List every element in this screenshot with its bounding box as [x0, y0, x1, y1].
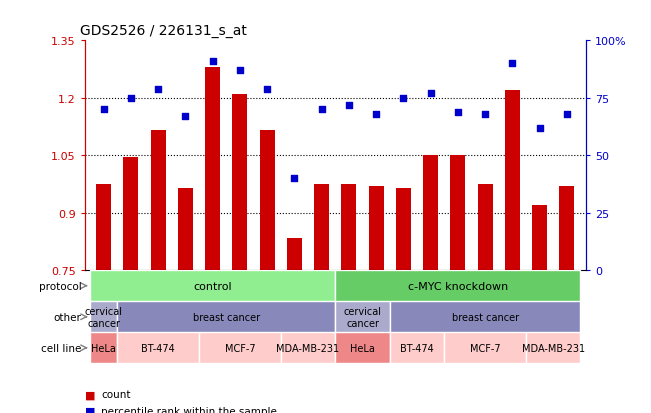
Bar: [260, 131, 275, 271]
Text: other: other: [53, 312, 81, 322]
Point: [452, 109, 463, 116]
Bar: [335, 332, 390, 363]
Bar: [532, 206, 547, 271]
Text: percentile rank within the sample: percentile rank within the sample: [101, 406, 277, 413]
Bar: [199, 332, 281, 363]
Bar: [314, 185, 329, 271]
Text: HeLa: HeLa: [350, 343, 375, 353]
Point: [562, 112, 572, 118]
Point: [98, 107, 109, 114]
Bar: [390, 332, 444, 363]
Text: breast cancer: breast cancer: [193, 312, 260, 322]
Bar: [232, 95, 247, 271]
Bar: [335, 271, 581, 301]
Bar: [287, 238, 302, 271]
Bar: [96, 185, 111, 271]
Bar: [335, 301, 390, 332]
Point: [507, 61, 518, 68]
Bar: [505, 91, 520, 271]
Text: cervical
cancer: cervical cancer: [344, 306, 381, 328]
Bar: [117, 301, 335, 332]
Bar: [368, 187, 383, 271]
Bar: [90, 301, 117, 332]
Point: [316, 107, 327, 114]
Point: [425, 91, 436, 97]
Text: MCF-7: MCF-7: [225, 343, 255, 353]
Text: BT-474: BT-474: [141, 343, 175, 353]
Point: [289, 176, 299, 182]
Text: MDA-MB-231: MDA-MB-231: [521, 343, 585, 353]
Text: protocol: protocol: [38, 281, 81, 291]
Point: [180, 114, 191, 120]
Bar: [450, 156, 465, 271]
Point: [126, 95, 136, 102]
Bar: [90, 332, 117, 363]
Bar: [396, 188, 411, 271]
Text: cervical
cancer: cervical cancer: [85, 306, 122, 328]
Bar: [178, 188, 193, 271]
Text: count: count: [101, 389, 130, 399]
Bar: [390, 301, 581, 332]
Point: [235, 68, 245, 74]
Text: breast cancer: breast cancer: [452, 312, 519, 322]
Text: ■: ■: [85, 389, 95, 399]
Text: cell line: cell line: [41, 343, 81, 353]
Bar: [526, 332, 581, 363]
Text: HeLa: HeLa: [91, 343, 116, 353]
Bar: [423, 156, 438, 271]
Bar: [90, 271, 335, 301]
Point: [534, 125, 545, 132]
Bar: [281, 332, 335, 363]
Bar: [478, 185, 493, 271]
Point: [262, 86, 272, 93]
Text: MCF-7: MCF-7: [470, 343, 501, 353]
Text: GDS2526 / 226131_s_at: GDS2526 / 226131_s_at: [79, 24, 247, 38]
Bar: [205, 68, 220, 271]
Point: [344, 102, 354, 109]
Bar: [559, 187, 574, 271]
Bar: [341, 185, 356, 271]
Text: c-MYC knockdown: c-MYC knockdown: [408, 281, 508, 291]
Bar: [124, 158, 139, 271]
Point: [480, 112, 490, 118]
Text: control: control: [193, 281, 232, 291]
Point: [371, 112, 381, 118]
Bar: [444, 332, 526, 363]
Text: BT-474: BT-474: [400, 343, 434, 353]
Bar: [117, 332, 199, 363]
Point: [153, 86, 163, 93]
Bar: [150, 131, 165, 271]
Point: [398, 95, 409, 102]
Point: [208, 59, 218, 65]
Text: MDA-MB-231: MDA-MB-231: [277, 343, 340, 353]
Text: ■: ■: [85, 406, 95, 413]
